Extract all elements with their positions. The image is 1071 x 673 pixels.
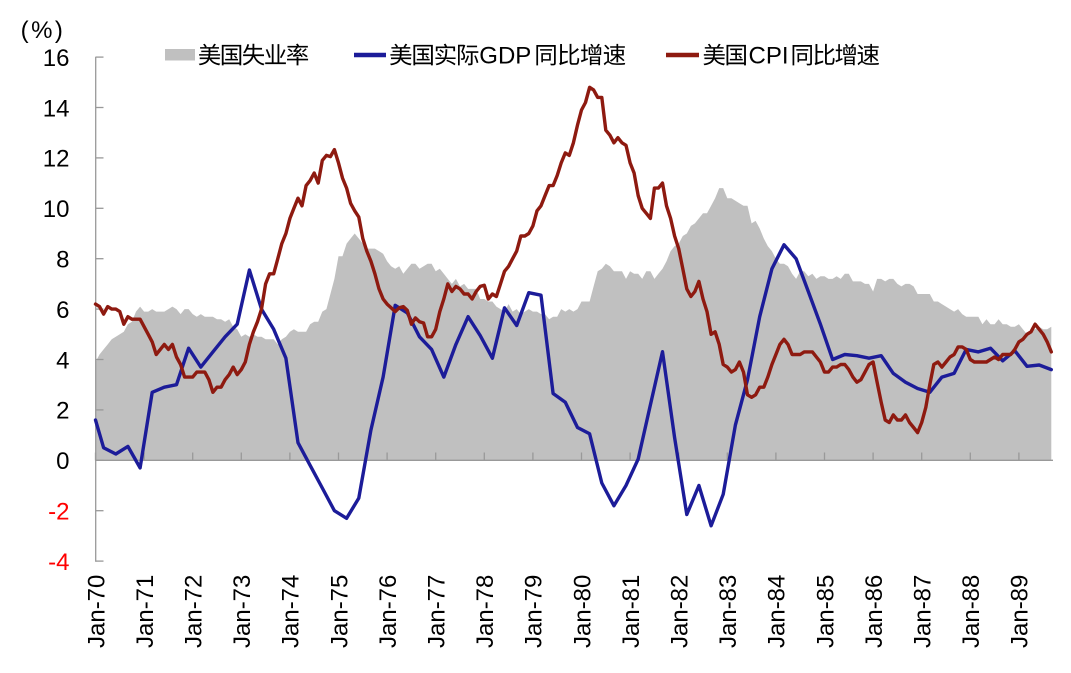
svg-text:0: 0 [56, 448, 69, 475]
svg-text:16: 16 [43, 45, 70, 72]
svg-text:Jan-73: Jan-73 [229, 575, 256, 648]
svg-text:-2: -2 [48, 499, 69, 526]
svg-text:Jan-78: Jan-78 [472, 575, 499, 648]
svg-text:Jan-83: Jan-83 [715, 575, 742, 648]
svg-text:12: 12 [43, 146, 70, 173]
svg-text:Jan-85: Jan-85 [812, 575, 839, 648]
svg-text:Jan-79: Jan-79 [521, 575, 548, 648]
svg-text:CPI: CPI [749, 43, 789, 70]
svg-text:6: 6 [56, 297, 69, 324]
svg-text:Jan-72: Jan-72 [181, 575, 208, 648]
svg-text:-4: -4 [48, 549, 69, 576]
svg-text:GDP: GDP [479, 43, 531, 70]
svg-text:4: 4 [56, 347, 69, 374]
svg-text:2: 2 [56, 398, 69, 425]
svg-text:Jan-80: Jan-80 [569, 575, 596, 648]
svg-text:Jan-81: Jan-81 [618, 575, 645, 648]
svg-text:Jan-70: Jan-70 [83, 575, 110, 648]
svg-text:(%): (%) [21, 17, 66, 44]
svg-text:Jan-74: Jan-74 [278, 575, 305, 648]
svg-text:Jan-87: Jan-87 [910, 575, 937, 648]
svg-text:Jan-89: Jan-89 [1007, 575, 1034, 648]
svg-text:10: 10 [43, 196, 70, 223]
svg-text:Jan-75: Jan-75 [326, 575, 353, 648]
svg-text:14: 14 [43, 95, 70, 122]
svg-text:Jan-76: Jan-76 [375, 575, 402, 648]
svg-text:Jan-82: Jan-82 [667, 575, 694, 648]
svg-text:Jan-84: Jan-84 [764, 575, 791, 648]
svg-text:Jan-71: Jan-71 [132, 575, 159, 648]
svg-text:Jan-88: Jan-88 [958, 575, 985, 648]
svg-text:Jan-77: Jan-77 [424, 575, 451, 648]
svg-text:Jan-86: Jan-86 [861, 575, 888, 648]
svg-text:8: 8 [56, 247, 69, 274]
